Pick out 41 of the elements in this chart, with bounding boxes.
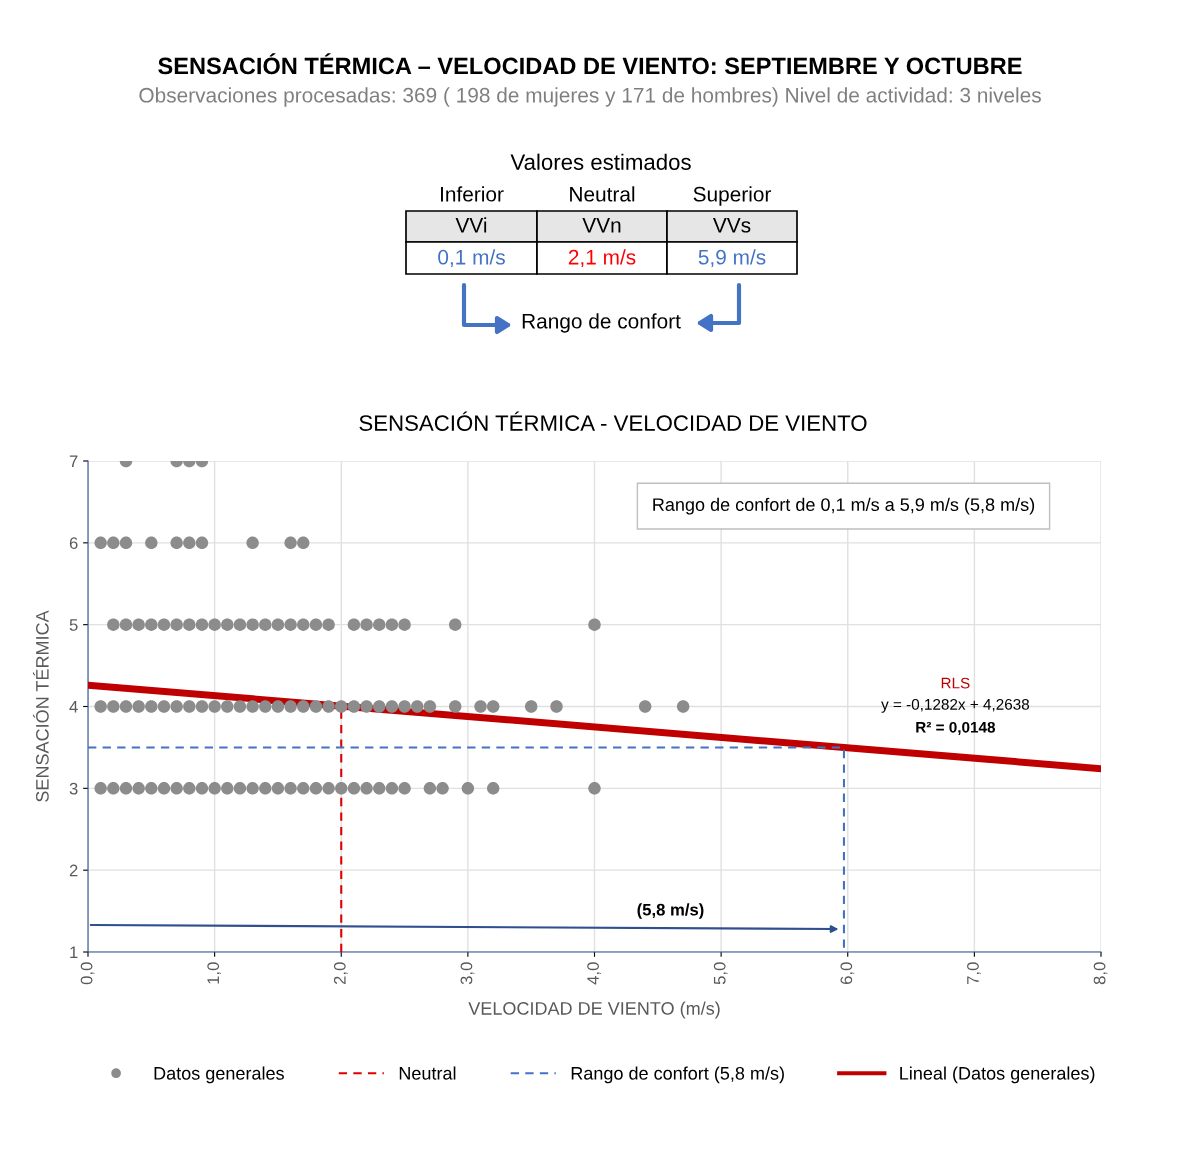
text: 2,1 m/s xyxy=(568,249,636,268)
annotation: Rango de confort de 0,1 m/s a 5,9 m/s (5,8 m/s) xyxy=(653,497,1035,515)
x-tick-label: 0,0 xyxy=(80,962,95,985)
y-tick-label: 2 xyxy=(69,864,78,877)
annotation: R² = 0,0148 xyxy=(916,721,996,735)
text: 0,1 m/s xyxy=(438,249,505,268)
chart-title: SENSACIÓN TÉRMICA – VELOCIDAD DE VIENTO: SEPTIEMBRE Y OCTUBRE xyxy=(158,53,1022,75)
x-axis-title: VELOCIDAD DE VIENTO (m/s) xyxy=(468,1001,720,1019)
x-tick-label: 1,0 xyxy=(207,962,222,984)
text: VVs xyxy=(712,218,751,233)
x-tick-label: 5,0 xyxy=(713,962,728,985)
x-tick-label: 8,0 xyxy=(1093,962,1108,985)
annotation: RLS xyxy=(941,677,970,689)
text: SENSACIÓN TÉRMICA - VELOCIDAD DE VIENTO xyxy=(359,411,867,431)
text: Valores estimados xyxy=(510,153,691,170)
y-tick-label: 1 xyxy=(70,946,78,959)
y-tick-label: 7 xyxy=(69,455,78,468)
y-tick-label: 6 xyxy=(69,537,78,550)
y-tick-label: 3 xyxy=(69,782,78,795)
legend-label: Neutral xyxy=(399,1066,456,1080)
y-tick-label: 5 xyxy=(69,619,78,631)
annotation: y = -0,1282x + 4,2638 xyxy=(881,698,1030,713)
legend-label: Lineal (Datos generales) xyxy=(900,1066,1095,1084)
text: 5,9 m/s xyxy=(698,249,766,268)
text: Inferior xyxy=(441,186,504,202)
x-tick-label: 2,0 xyxy=(333,962,348,985)
x-tick-label: 7,0 xyxy=(967,962,981,985)
x-tick-label: 6,0 xyxy=(840,962,855,985)
y-axis-title: SENSACIÓN TÉRMICA xyxy=(32,610,49,802)
annotation: (5,8 m/s) xyxy=(637,903,704,919)
legend-label: Datos generales xyxy=(154,1066,284,1084)
text: VVi xyxy=(455,217,487,233)
chart-subtitle: Observaciones procesadas: 369 ( 198 de mujeres y 171 de hombres) Nivel de actividad: 3 niveles xyxy=(139,87,1041,107)
y-tick-label: 4 xyxy=(69,701,78,713)
text: VVn xyxy=(582,218,621,233)
text: Superior xyxy=(693,186,772,206)
text: Neutral xyxy=(570,186,635,202)
text: Rango de confort xyxy=(522,313,681,333)
x-tick-label: 4,0 xyxy=(587,962,601,985)
legend-label: Rango de confort (5,8 m/s) xyxy=(571,1066,784,1084)
x-tick-label: 3,0 xyxy=(460,962,475,985)
